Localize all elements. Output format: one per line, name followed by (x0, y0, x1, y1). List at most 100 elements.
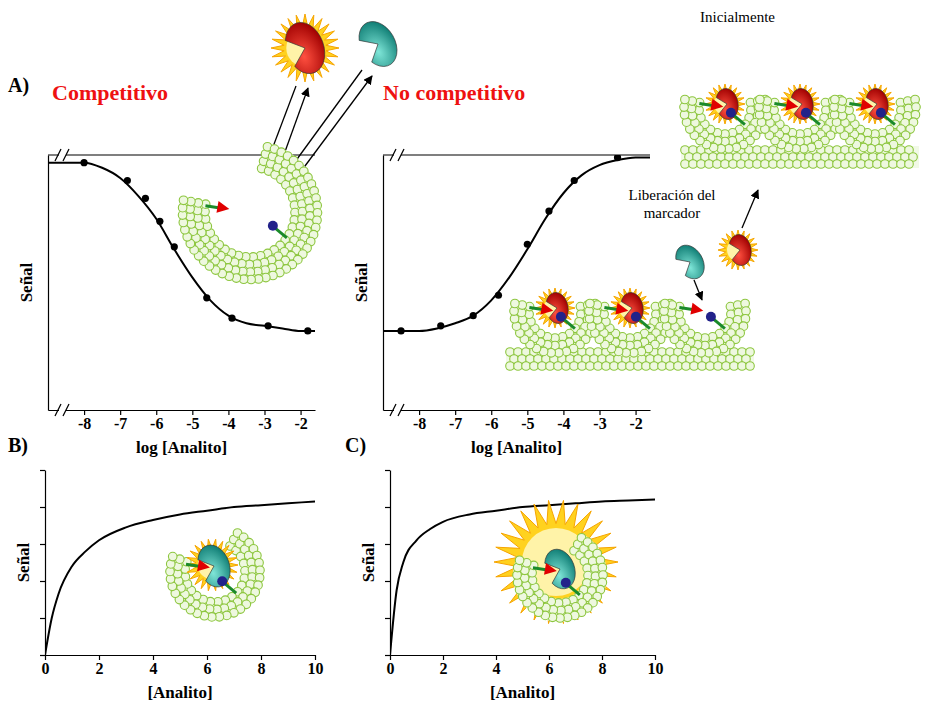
binding-site (615, 303, 629, 317)
tick (385, 470, 390, 471)
linker (529, 307, 542, 309)
tick (40, 507, 45, 508)
tick-mark (40, 655, 45, 656)
tick-mark (390, 655, 391, 660)
linker (733, 115, 745, 125)
tick-mark (443, 655, 444, 660)
y-axis-title: Señal (17, 262, 36, 302)
polymer-bead (697, 160, 706, 169)
data-point (495, 292, 502, 299)
tick: 0 (42, 655, 50, 677)
tick: 8 (599, 655, 607, 677)
tick-label: -8 (78, 415, 91, 432)
x-axis-title: log [Analito] (136, 438, 227, 457)
tick-mark (655, 655, 656, 660)
y-axis-title: Señal (14, 542, 33, 582)
linker (604, 307, 617, 309)
illustrations (166, 14, 921, 624)
tick-label: 6 (204, 660, 212, 677)
tick-mark (385, 507, 390, 508)
linker (883, 115, 895, 125)
arrow (302, 76, 372, 170)
data-point (228, 315, 235, 322)
tick-mark (496, 655, 497, 660)
axis-line (49, 410, 316, 411)
data-point (524, 241, 531, 248)
binding-dot (726, 108, 736, 118)
tick: -5 (521, 410, 534, 432)
tick-mark (40, 544, 45, 545)
binding-site (690, 303, 704, 317)
polymer-bead (825, 160, 834, 169)
polymer-bead (905, 160, 914, 169)
linker (849, 103, 862, 105)
tick-label: -5 (521, 415, 534, 432)
tick-label: -4 (222, 415, 235, 432)
tick: -3 (593, 410, 606, 432)
binding-dot (876, 108, 886, 118)
linker (533, 568, 546, 570)
axis-line (383, 156, 384, 411)
polymer-body (506, 348, 754, 370)
binding-dot (217, 576, 227, 586)
tick: 2 (440, 655, 448, 677)
tick-mark (264, 410, 265, 415)
tick-label: -3 (258, 415, 271, 432)
tick-mark (156, 410, 157, 415)
polymer-bead (642, 362, 651, 371)
axis-break (390, 404, 396, 416)
polymer-bead (745, 160, 754, 169)
polymer-bead (689, 160, 698, 169)
figure: -8-7-6-5-4-3-2-8-7-6-5-4-3-2024681002468… (0, 0, 929, 717)
y-axis (383, 156, 384, 411)
polymer-bead (831, 95, 840, 104)
binding-site (710, 99, 724, 113)
binding-site (197, 559, 211, 573)
axis-line (45, 471, 46, 656)
binding-dot (706, 312, 716, 322)
tick-mark (419, 410, 420, 415)
tick: -8 (78, 410, 91, 432)
polymer-bead (705, 160, 714, 169)
x-axis: 0246810 (387, 655, 664, 677)
polymer-bead (602, 362, 611, 371)
polymer-bead (738, 362, 747, 371)
polymer-body (513, 534, 607, 622)
polymer-bead (681, 160, 690, 169)
tick: -3 (258, 410, 271, 432)
tick (385, 507, 390, 508)
polymer-bead (554, 362, 563, 371)
polymer-bead (666, 362, 675, 371)
tick-label: -6 (485, 415, 498, 432)
linker (679, 307, 692, 309)
plot-area (390, 500, 655, 655)
axis-line (46, 655, 316, 656)
glow-core (522, 528, 590, 596)
x-axis: -8-7-6-5-4-3-2 (49, 410, 316, 432)
polymer-body (660, 303, 750, 357)
tick-label: -3 (593, 415, 606, 432)
tick (385, 655, 390, 656)
polymer-bead (594, 362, 603, 371)
polymer-bead (801, 160, 810, 169)
tick-mark (599, 410, 600, 415)
binding-dot (801, 108, 811, 118)
tick-label: -4 (557, 415, 570, 432)
x-axis-title: [Analito] (490, 683, 555, 702)
polymer-bead (634, 362, 643, 371)
linker (638, 319, 650, 329)
y-axis-title: Señal (352, 262, 371, 302)
polymer-bead (682, 362, 691, 371)
axis-break (55, 404, 61, 416)
glow (186, 539, 238, 590)
tick: 10 (308, 655, 324, 677)
arrow (694, 280, 702, 300)
polymer-bead (681, 95, 690, 104)
tick-mark (40, 470, 45, 471)
tick-label: 6 (546, 660, 554, 677)
data-point (304, 327, 311, 334)
polymer-bead (578, 362, 587, 371)
tick-label: 8 (258, 660, 266, 677)
polymer-bead (714, 362, 723, 371)
tick-mark (207, 655, 208, 660)
